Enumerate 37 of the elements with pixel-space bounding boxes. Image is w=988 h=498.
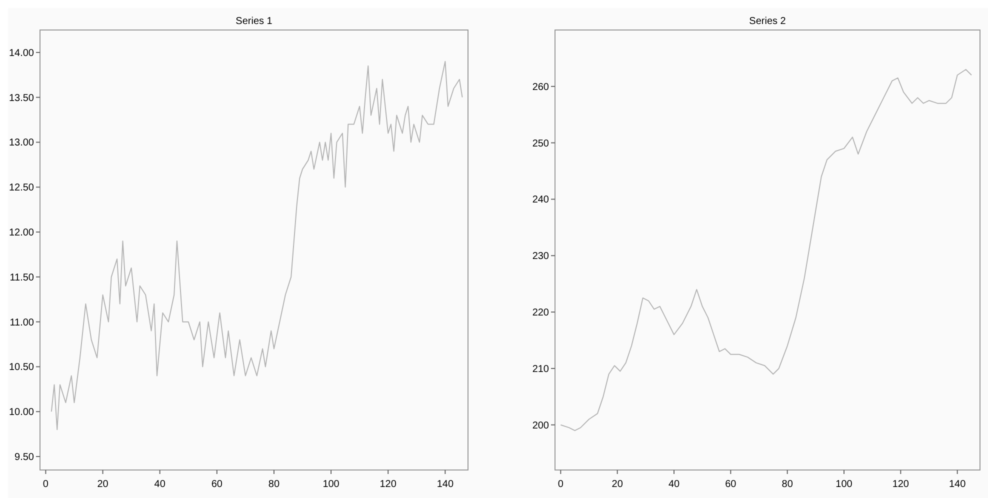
y-tick-label: 9.50	[14, 452, 34, 464]
y-tick-label: 11.00	[10, 317, 34, 328]
y-tick-label: 12.50	[8, 182, 34, 194]
x-tick-label: 20	[612, 479, 624, 490]
chart-title: Series 1	[236, 16, 273, 27]
x-tick-label: 0	[42, 479, 49, 490]
chart-title: Series 2	[749, 16, 786, 27]
x-tick-label: 100	[322, 479, 340, 490]
x-tick-label: 40	[154, 479, 166, 490]
x-tick-label: 120	[380, 479, 397, 490]
y-tick-label: 13.00	[8, 138, 34, 149]
y-tick-label: 240	[532, 194, 550, 206]
x-tick-label: 120	[892, 479, 910, 490]
x-tick-label: 60	[725, 479, 737, 490]
x-tick-label: 140	[948, 479, 966, 490]
x-tick-label: 80	[268, 479, 280, 490]
line-series	[560, 68, 972, 432]
x-tick-label: 80	[782, 479, 794, 490]
y-tick-label: 220	[532, 308, 550, 319]
y-tick-label: 14.00	[8, 48, 34, 59]
y-tick-label: 12.00	[8, 228, 34, 239]
x-tick-label: 40	[668, 479, 680, 490]
y-tick-label: 250	[532, 138, 550, 150]
x-tick-label: 60	[211, 479, 223, 490]
x-tick-label: 100	[836, 479, 853, 490]
y-tick-label: 13.50	[8, 92, 34, 104]
y-tick-label: 210	[532, 364, 550, 375]
y-tick-label: 11.50	[10, 272, 34, 284]
line-series	[50, 60, 463, 430]
x-tick-label: 140	[436, 479, 454, 490]
x-tick-label: 0	[558, 479, 564, 490]
y-tick-label: 260	[532, 82, 550, 93]
y-tick-label: 10.00	[8, 407, 34, 418]
y-tick-label: 200	[532, 420, 550, 432]
y-tick-label: 10.50	[8, 362, 34, 374]
y-tick-label: 230	[532, 251, 550, 262]
x-tick-label: 20	[97, 479, 109, 490]
